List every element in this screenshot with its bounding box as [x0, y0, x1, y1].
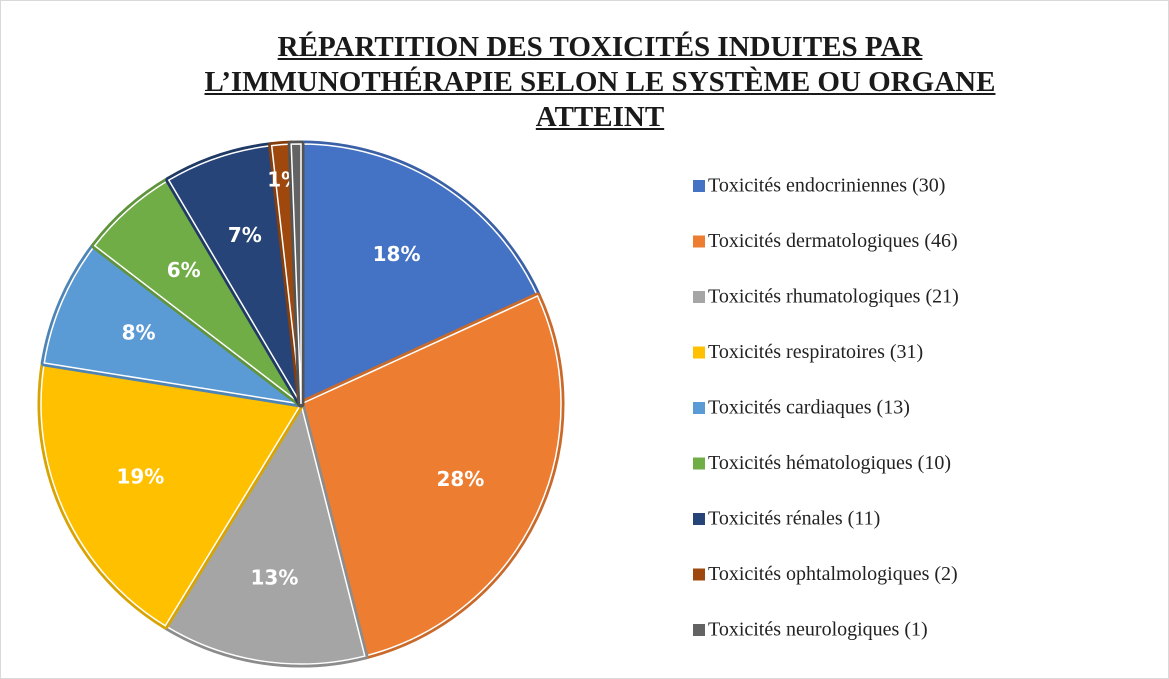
legend-label: Toxicités endocriniennes (30) [708, 175, 945, 197]
legend-swatch [693, 235, 705, 248]
legend-swatch [693, 513, 705, 525]
legend-label: Toxicités hématologiques (10) [708, 452, 951, 474]
slice-edge [164, 402, 366, 665]
legend-swatch [693, 624, 705, 636]
legend-label: Toxicités rhumatologiques (21) [708, 286, 959, 308]
legend-swatch [693, 402, 705, 414]
legend-swatch [693, 291, 705, 303]
legend-label: Toxicités cardiaques (13) [708, 397, 910, 419]
slice-edge [290, 143, 302, 405]
data-label: 18% [373, 242, 421, 266]
legend-label: Toxicités respiratoires (31) [708, 341, 923, 363]
legend-label: Toxicités rénales (11) [708, 508, 880, 530]
legend-swatch [693, 346, 705, 359]
legend-swatch [693, 180, 705, 192]
legend-swatch [693, 568, 705, 581]
data-label: 7% [228, 223, 262, 247]
data-label: 8% [122, 321, 156, 345]
chart-title: RÉPARTITION DES TOXICITÉS INDUITES PAR L… [204, 31, 996, 133]
slice-edge [40, 362, 303, 627]
legend-label: Toxicités dermatologiques (46) [708, 230, 958, 252]
slice-edge [300, 294, 562, 657]
data-label: 28% [436, 467, 484, 491]
legend-label: Toxicités ophtalmologiques (2) [708, 563, 958, 585]
slice-edge [43, 244, 302, 405]
data-label: 19% [116, 464, 164, 488]
legend-label: Toxicités neurologiques (1) [708, 619, 928, 641]
legend-swatch [693, 457, 705, 470]
data-label: 6% [167, 258, 201, 282]
slice-edge [300, 143, 539, 406]
data-label: 13% [251, 565, 299, 589]
